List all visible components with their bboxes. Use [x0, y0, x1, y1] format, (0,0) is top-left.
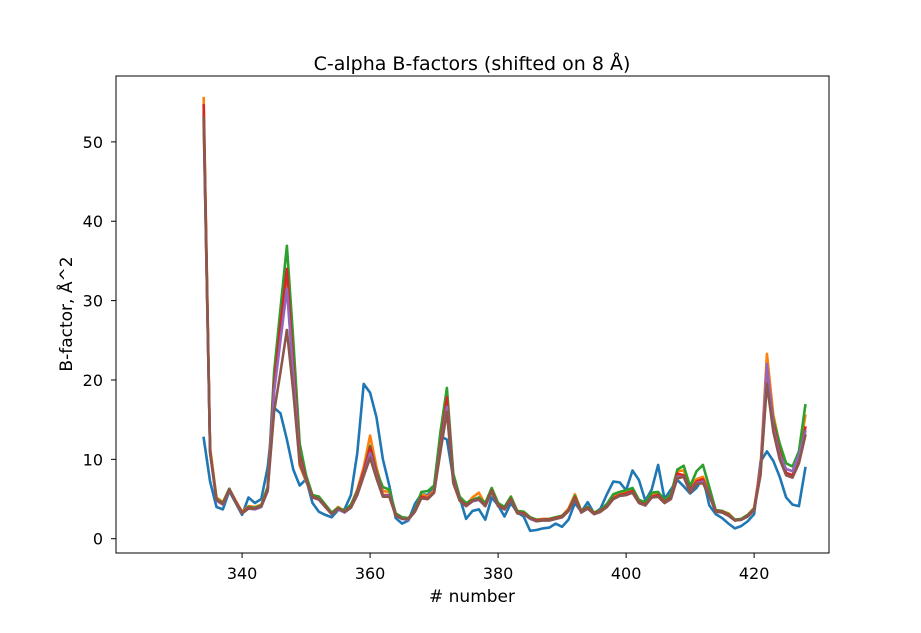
y-tick-label: 50	[83, 133, 103, 152]
plot-frame	[115, 75, 830, 554]
x-axis: 340 360 380 400 420	[227, 553, 770, 583]
y-tick-label: 0	[93, 530, 103, 549]
y-tick-label: 30	[83, 292, 103, 311]
y-axis: 0 10 20 30 40 50	[83, 133, 116, 549]
y-tick-label: 10	[83, 450, 103, 469]
y-tick-label: 40	[83, 212, 103, 231]
x-tick-label: 400	[611, 564, 642, 583]
x-axis-label: # number	[429, 587, 515, 607]
y-tick-label: 20	[83, 371, 103, 390]
chart-title: C-alpha B-factors (shifted on 8 Å)	[314, 52, 631, 75]
x-tick-label: 340	[227, 564, 258, 583]
series-line-6	[202, 116, 807, 523]
x-tick-label: 360	[355, 564, 386, 583]
x-tick-label: 380	[483, 564, 514, 583]
x-tick-label: 420	[739, 564, 770, 583]
y-axis-label: B-factor, Å^2	[55, 256, 77, 371]
series-group	[202, 96, 807, 533]
